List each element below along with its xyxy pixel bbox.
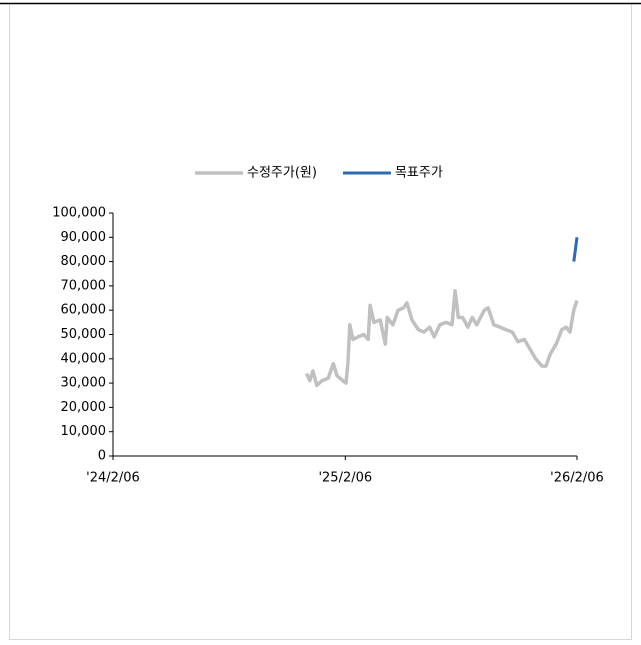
y-tick-label: 40,000: [61, 351, 107, 366]
x-tick-label: '26/2/06: [550, 471, 604, 486]
y-tick-label: 60,000: [61, 303, 107, 318]
legend-label: 목표주가: [395, 166, 443, 181]
y-tick-label: 100,000: [52, 206, 106, 221]
panel-border: [9, 3, 632, 640]
x-tick-label: '25/2/06: [318, 471, 372, 486]
y-tick-label: 30,000: [61, 376, 107, 391]
x-tick-label: '24/2/06: [86, 471, 140, 486]
y-tick-label: 80,000: [61, 254, 107, 269]
y-tick-label: 50,000: [61, 327, 107, 342]
series-line: [572, 237, 579, 262]
y-tick-label: 0: [98, 449, 106, 464]
y-tick-label: 90,000: [61, 230, 107, 245]
y-tick-label: 20,000: [61, 400, 107, 415]
y-tick-label: 10,000: [61, 424, 107, 439]
y-tick-label: 70,000: [61, 278, 107, 293]
legend-label: 수정주가(원): [247, 166, 317, 181]
series-line: [304, 289, 579, 388]
